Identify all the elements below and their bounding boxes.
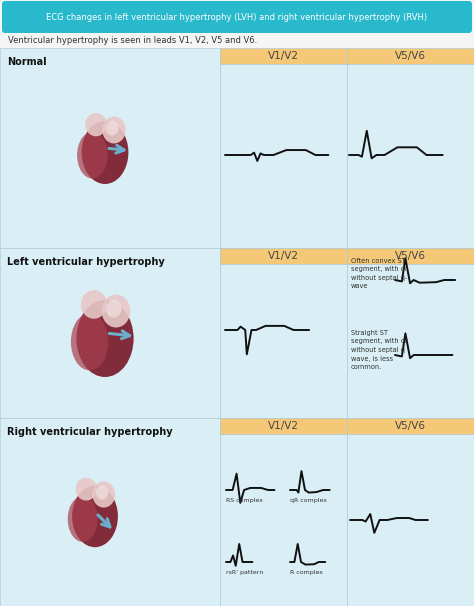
Text: V1/V2: V1/V2 bbox=[268, 421, 299, 431]
Ellipse shape bbox=[76, 478, 97, 501]
Text: Left ventricular hypertrophy: Left ventricular hypertrophy bbox=[7, 257, 165, 267]
Ellipse shape bbox=[72, 485, 118, 547]
Text: Normal: Normal bbox=[7, 57, 46, 67]
Ellipse shape bbox=[92, 481, 115, 508]
Text: V1/V2: V1/V2 bbox=[268, 51, 299, 61]
Bar bbox=[0, 248, 220, 418]
Text: V1/V2: V1/V2 bbox=[268, 251, 299, 261]
Ellipse shape bbox=[85, 113, 107, 136]
Ellipse shape bbox=[77, 132, 108, 179]
Text: rsR' pattern: rsR' pattern bbox=[226, 570, 263, 575]
Text: Ventricular hypertrophy is seen in leads V1, V2, V5 and V6.: Ventricular hypertrophy is seen in leads… bbox=[8, 36, 257, 45]
Ellipse shape bbox=[81, 290, 107, 319]
Text: Straight ST
segment, with or
without septal q
wave, is less
common.: Straight ST segment, with or without sep… bbox=[351, 330, 408, 370]
Text: V5/V6: V5/V6 bbox=[395, 51, 426, 61]
Text: V5/V6: V5/V6 bbox=[395, 421, 426, 431]
Bar bbox=[220, 248, 347, 264]
Text: Often convex ST-
segment, with or
without septal q-
wave: Often convex ST- segment, with or withou… bbox=[351, 258, 408, 290]
Bar bbox=[347, 434, 474, 606]
Text: V5/V6: V5/V6 bbox=[395, 251, 426, 261]
Bar bbox=[220, 434, 347, 606]
Text: ECG changes in left ventricular hypertrophy (LVH) and right ventricular hypertro: ECG changes in left ventricular hypertro… bbox=[46, 13, 428, 21]
Bar bbox=[347, 248, 474, 264]
Ellipse shape bbox=[102, 116, 126, 144]
Bar bbox=[220, 418, 347, 434]
FancyBboxPatch shape bbox=[2, 1, 472, 33]
Bar bbox=[347, 418, 474, 434]
Text: qR complex: qR complex bbox=[290, 498, 327, 503]
Bar bbox=[347, 264, 474, 418]
Bar bbox=[347, 48, 474, 64]
Ellipse shape bbox=[68, 496, 98, 542]
Ellipse shape bbox=[106, 300, 121, 318]
Bar bbox=[220, 264, 347, 418]
Ellipse shape bbox=[96, 485, 108, 500]
Text: RS complex: RS complex bbox=[226, 498, 263, 503]
Text: Right ventricular hypertrophy: Right ventricular hypertrophy bbox=[7, 427, 173, 437]
Ellipse shape bbox=[82, 121, 128, 184]
Bar bbox=[220, 64, 347, 248]
Ellipse shape bbox=[76, 300, 134, 377]
Bar bbox=[220, 48, 347, 64]
Text: R complex: R complex bbox=[290, 570, 323, 575]
Bar bbox=[0, 48, 220, 248]
Ellipse shape bbox=[106, 121, 118, 135]
Ellipse shape bbox=[102, 295, 130, 327]
Bar bbox=[347, 64, 474, 248]
Bar bbox=[0, 418, 220, 606]
Ellipse shape bbox=[71, 313, 108, 370]
